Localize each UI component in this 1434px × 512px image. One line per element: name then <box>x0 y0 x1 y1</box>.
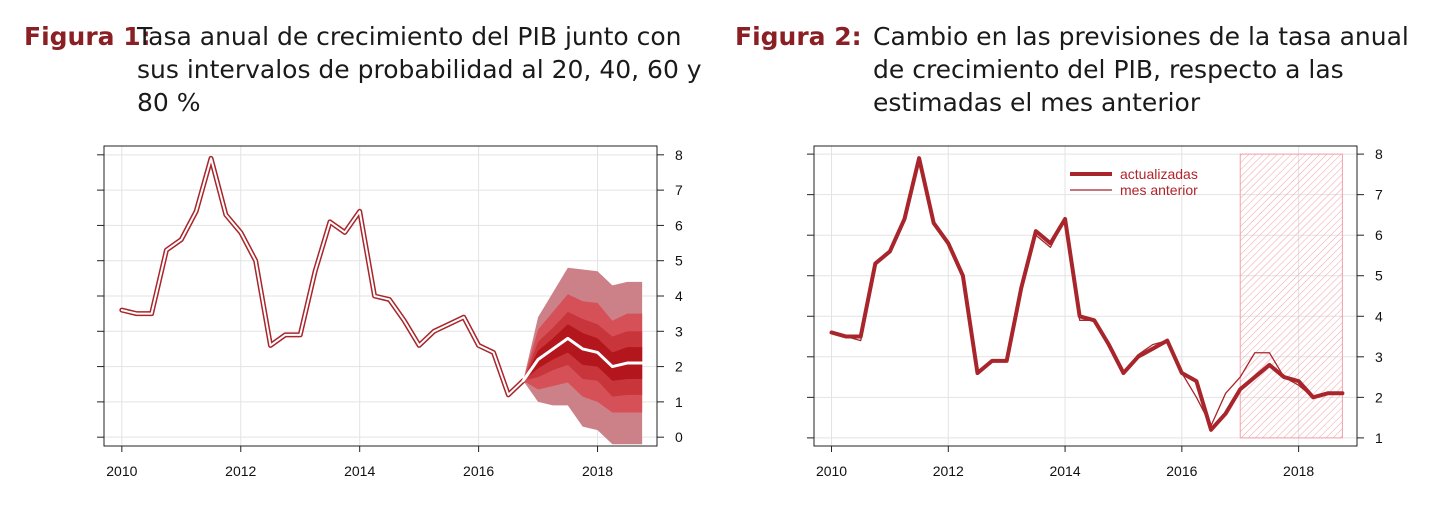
fig1-x-tick-label: 2010 <box>106 463 137 479</box>
fig2-y-tick-label: 7 <box>1375 187 1383 203</box>
fig2-y-tick-label: 1 <box>1375 430 1383 446</box>
fig2-legend-label-mes-anterior: mes anterior <box>1120 182 1198 198</box>
fig2-x-tick-label: 2018 <box>1283 463 1314 479</box>
figure-2-title: Cambio en las previsiones de la tasa anu… <box>873 22 1409 117</box>
fig2-y-tick-label: 4 <box>1375 308 1383 324</box>
fig1-y-tick-label: 4 <box>675 288 683 304</box>
figure-1: Figura 1: Tasa anual de crecimiento del … <box>24 22 702 479</box>
figure-2: Figura 2: Cambio en las previsiones de l… <box>717 0 1434 512</box>
fig2-y-tick-label: 8 <box>1375 146 1383 162</box>
fig1-y-tick-label: 3 <box>675 323 683 339</box>
fig2-plot-frame <box>813 145 1358 447</box>
figure-1-label: Figura 1: <box>24 22 151 51</box>
fig2-x-tick-label: 2014 <box>1049 463 1080 479</box>
fig1-y-tick-label: 1 <box>675 394 683 410</box>
fig2-y-tick-label: 3 <box>1375 349 1383 365</box>
fig1-forecast-line <box>521 336 644 383</box>
fig2-forecast-region <box>1239 153 1343 439</box>
fig1-x-tick-label: 2016 <box>463 463 494 479</box>
fig2-x-tick-label: 2016 <box>1166 463 1197 479</box>
fig2-x-tick-label: 2010 <box>816 463 847 479</box>
fig1-x-tick-label: 2014 <box>344 463 375 479</box>
fig1-y-tick-label: 7 <box>675 182 683 198</box>
fig1-x-tick-label: 2012 <box>225 463 256 479</box>
fig2-y-tick-label: 6 <box>1375 227 1383 243</box>
figure-2-chart: 2010 2012 2014 2016 2018 1 2 3 4 5 6 7 8 actualizadas… <box>807 145 1383 479</box>
fig2-y-tick-label: 2 <box>1375 389 1383 405</box>
fig2-x-tick-label: 2012 <box>933 463 964 479</box>
fig1-y-tick-label: 8 <box>675 147 683 163</box>
fig1-y-tick-label: 2 <box>675 359 683 375</box>
fig2-series-actualizadas <box>829 156 1345 432</box>
fig1-fan <box>523 267 643 445</box>
fig2-y-tick-label: 5 <box>1375 268 1383 284</box>
fig2-legend-label-actualizadas: actualizadas <box>1120 166 1198 182</box>
figure-1-chart: 2010 2012 2014 2016 2018 0 1 2 3 4 5 6 7 8 <box>97 145 683 479</box>
fig1-y-tick-label: 5 <box>675 253 683 269</box>
fig1-historical-line <box>120 157 525 396</box>
figure-1-title: Tasa anual de crecimiento del PIB junto … <box>137 22 702 117</box>
fig1-x-tick-label: 2018 <box>582 463 613 479</box>
fig1-historical-line-outline <box>119 155 526 398</box>
figure-2-label: Figura 2: <box>735 22 862 51</box>
fig1-y-tick-label: 0 <box>675 429 683 445</box>
fig1-y-tick-label: 6 <box>675 217 683 233</box>
